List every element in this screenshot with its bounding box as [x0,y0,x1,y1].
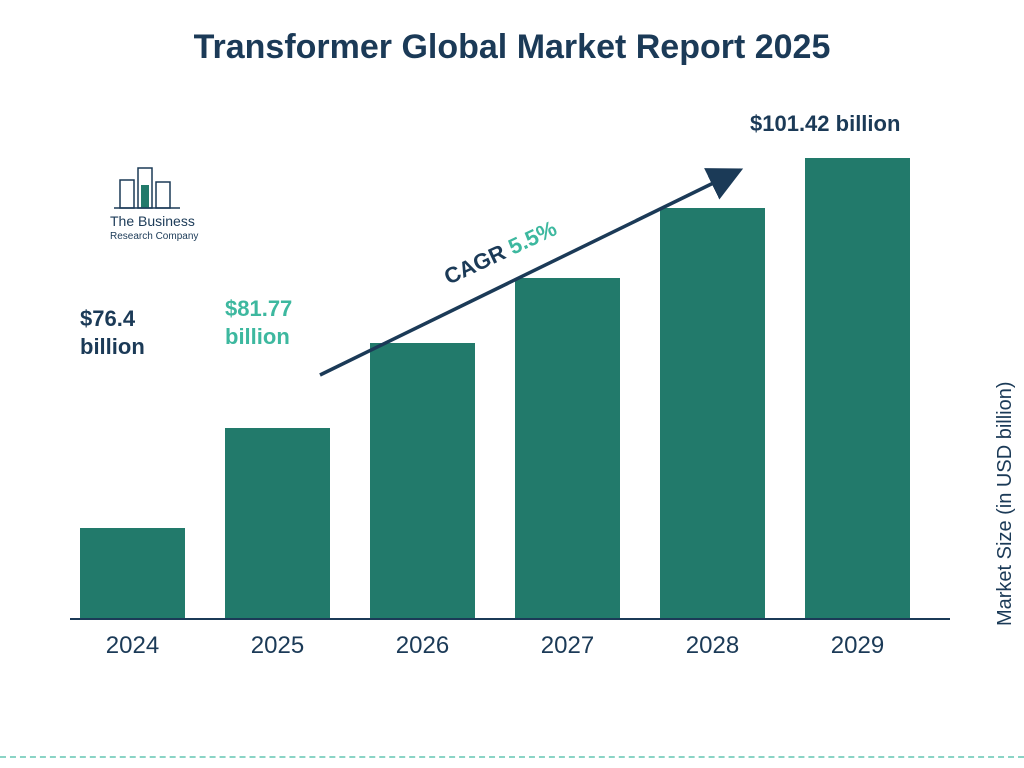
bar-2024 [80,528,185,618]
xlabel-2028: 2028 [660,632,765,660]
bar-2028 [660,208,765,618]
page-title: Transformer Global Market Report 2025 [0,28,1024,67]
bar-2029 [805,158,910,618]
xlabel-2027: 2027 [515,632,620,660]
bar-chart: 2024 2025 2026 2027 2028 2029 $76.4 bill… [70,130,950,660]
xlabel-2029: 2029 [805,632,910,660]
bar-2026 [370,343,475,618]
value-2024-line2: billion [80,334,145,359]
logo-icon [110,160,190,215]
value-label-2029: $101.42 billion [750,110,900,138]
value-label-2024: $76.4 billion [80,305,145,360]
value-2025-line1: $81.77 [225,296,292,321]
logo-line1: The Business [110,213,195,229]
bar-2025 [225,428,330,618]
footer-divider [0,756,1024,758]
value-2024-line1: $76.4 [80,306,135,331]
x-axis-line [70,618,950,620]
bar-2027 [515,278,620,618]
value-2029-text: $101.42 billion [750,111,900,136]
y-axis-label: Market Size (in USD billion) [995,382,1018,627]
company-logo: The Business Research Company [110,160,198,243]
value-2025-line2: billion [225,324,290,349]
cagr-prefix: CAGR [440,237,515,290]
xlabel-2025: 2025 [225,632,330,660]
xlabel-2026: 2026 [370,632,475,660]
value-label-2025: $81.77 billion [225,295,292,350]
cagr-value: 5.5% [504,216,560,260]
xlabel-2024: 2024 [80,632,185,660]
logo-line2: Research Company [110,231,198,242]
logo-text: The Business Research Company [110,214,198,243]
